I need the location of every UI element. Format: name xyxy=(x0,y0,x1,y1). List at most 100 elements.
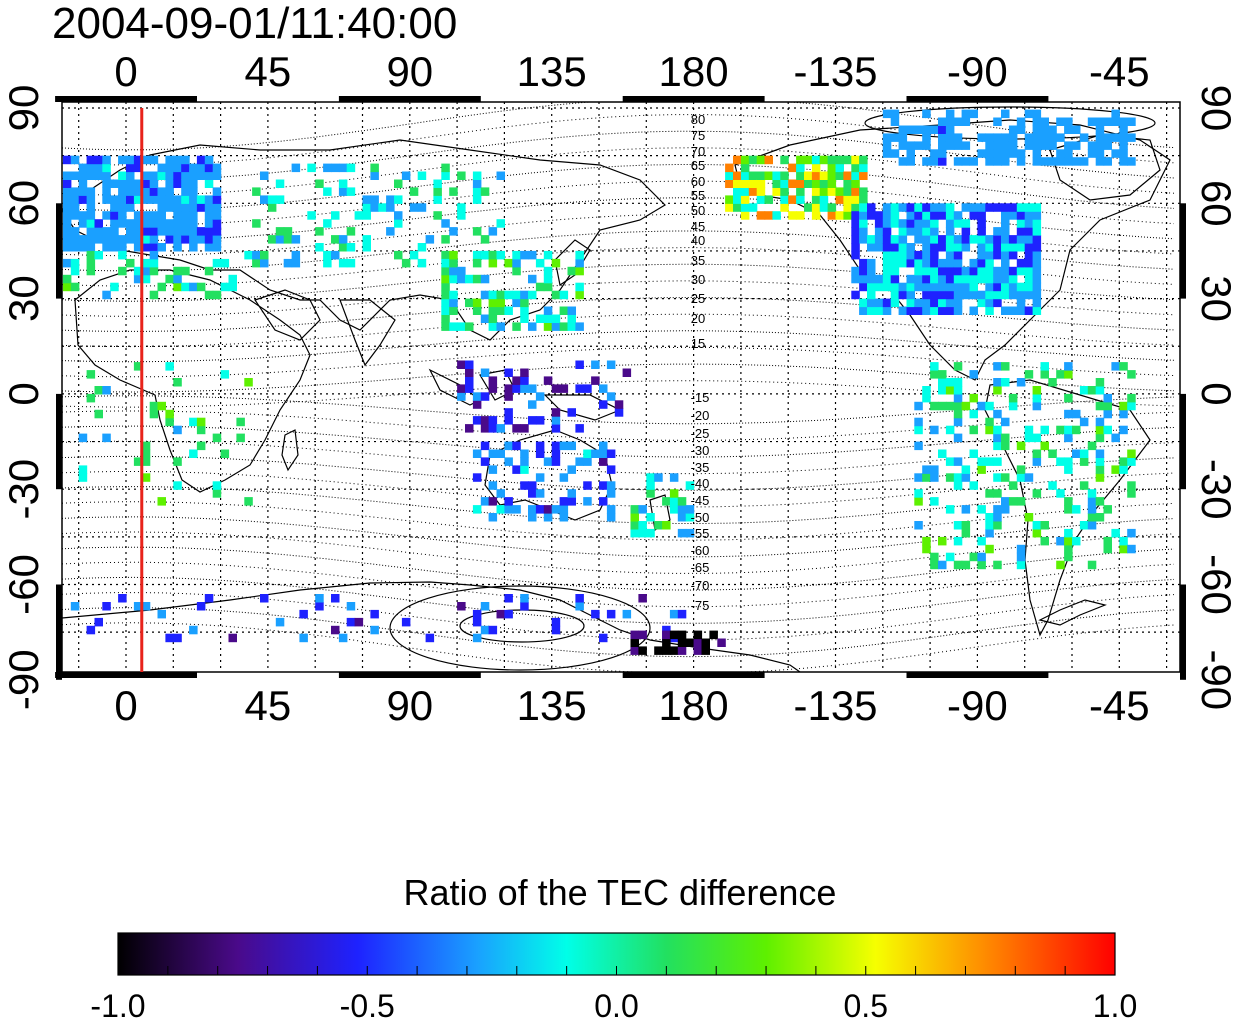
tec-cell xyxy=(496,609,505,619)
tec-cell xyxy=(961,141,971,150)
tec-cell xyxy=(953,290,963,300)
tec-cell xyxy=(173,274,182,284)
tec-cell xyxy=(141,457,151,466)
tec-cell xyxy=(543,282,553,292)
tec-cell xyxy=(977,465,986,474)
tec-cell xyxy=(1064,409,1073,419)
tec-cell xyxy=(472,179,482,188)
tec-cell xyxy=(559,505,569,514)
tec-cell xyxy=(173,266,182,276)
tec-cell xyxy=(394,211,403,220)
tec-cell xyxy=(78,187,88,196)
tec-cell xyxy=(985,282,994,292)
tec-cell xyxy=(953,133,963,142)
tec-cell xyxy=(1024,306,1034,315)
tec-cell xyxy=(394,179,403,188)
colorbar-tick-label: 0.5 xyxy=(844,988,888,1024)
tec-cell xyxy=(725,163,734,173)
tec-cell xyxy=(977,274,986,284)
tec-cell xyxy=(512,384,521,393)
tec-cell xyxy=(780,155,789,165)
tec-cell xyxy=(102,235,111,244)
tec-cell xyxy=(149,243,159,252)
tec-cell xyxy=(1056,457,1065,466)
tec-cell xyxy=(843,203,852,212)
tec-cell xyxy=(1001,306,1010,315)
tec-cell xyxy=(733,155,742,165)
tec-cell xyxy=(575,424,584,433)
tec-cell xyxy=(890,149,900,158)
tec-cell xyxy=(851,163,860,173)
tec-cell xyxy=(133,155,143,165)
tec-cell xyxy=(1127,393,1136,403)
tec-cell xyxy=(646,489,655,498)
tec-cell xyxy=(851,274,860,284)
tec-cell xyxy=(504,609,513,619)
tec-cell xyxy=(338,235,348,244)
tec-cell xyxy=(1119,401,1128,411)
tec-cell xyxy=(922,306,931,315)
tec-cell xyxy=(338,187,348,196)
tec-cell xyxy=(961,282,971,292)
tec-cell xyxy=(788,195,797,204)
tec-cell xyxy=(1024,250,1034,260)
tec-cell xyxy=(1008,243,1018,252)
tec-cell xyxy=(1016,290,1026,300)
tec-cell xyxy=(669,473,679,482)
tec-cell xyxy=(346,602,356,611)
tec-cell xyxy=(449,187,458,196)
tec-cell xyxy=(938,235,947,244)
tec-cell xyxy=(126,227,135,236)
tec-cell xyxy=(110,195,119,204)
tec-cell xyxy=(189,187,198,196)
tec-cell xyxy=(212,258,222,268)
tec-cell xyxy=(796,179,805,188)
tec-cell xyxy=(275,179,285,188)
tec-cell xyxy=(94,155,103,165)
tec-cell xyxy=(480,235,490,244)
tec-cell xyxy=(930,274,939,284)
tec-cell xyxy=(62,227,72,236)
tec-cell xyxy=(890,274,900,284)
tec-cell xyxy=(985,266,994,276)
tec-cell xyxy=(914,425,923,435)
tec-cell xyxy=(819,187,829,196)
tec-cell xyxy=(961,117,971,126)
tec-cell xyxy=(851,203,860,212)
tec-cell xyxy=(118,250,127,260)
tec-cell xyxy=(938,211,947,220)
tec-cell xyxy=(441,219,450,228)
tec-cell xyxy=(70,211,80,220)
tec-cell xyxy=(867,306,876,315)
tec-cell xyxy=(94,219,103,228)
tec-cell xyxy=(165,203,174,212)
tec-cell xyxy=(874,306,884,315)
tec-cell xyxy=(827,211,837,220)
tec-cell xyxy=(685,505,695,514)
tec-cell xyxy=(945,227,955,236)
tec-cell xyxy=(938,133,947,142)
tec-cell xyxy=(338,258,348,268)
tec-cell xyxy=(843,155,852,165)
tec-cell xyxy=(1056,425,1065,435)
tec-cell xyxy=(338,179,348,188)
tec-cell xyxy=(457,602,466,611)
tec-cell xyxy=(196,425,206,435)
tec-cell xyxy=(669,497,679,506)
tec-cell xyxy=(480,424,490,433)
tec-cell xyxy=(488,314,498,323)
tec-cell xyxy=(472,171,482,180)
tec-cell xyxy=(543,376,553,385)
tec-cell xyxy=(535,449,545,458)
tec-cell xyxy=(945,235,955,244)
tec-cell xyxy=(985,250,994,260)
tec-cell xyxy=(543,250,553,260)
tec-cell xyxy=(480,497,490,506)
tec-cell xyxy=(969,235,978,244)
colorbar-ticks: -1.0 -0.5 0.0 0.5 1.0 xyxy=(90,966,1137,1024)
tec-cell xyxy=(133,219,143,228)
tec-cell xyxy=(819,155,829,165)
tec-cell xyxy=(662,638,671,647)
tec-cell xyxy=(441,282,450,292)
tec-cell xyxy=(953,409,963,419)
